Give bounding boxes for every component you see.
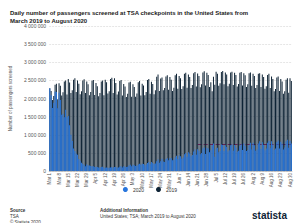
svg-text:2019: 2019: [166, 187, 177, 193]
svg-text:Daily number of passengers scr: Daily number of passengers screened at T…: [10, 10, 250, 16]
svg-text:Mar 29: Mar 29: [84, 173, 89, 188]
svg-text:2020: 2020: [133, 187, 144, 193]
svg-text:Mar 1: Mar 1: [47, 173, 52, 185]
svg-text:statista: statista: [252, 210, 287, 221]
svg-text:0: 0: [43, 168, 46, 174]
svg-text:Source: Source: [10, 208, 26, 213]
svg-text:Additional Information: Additional Information: [100, 208, 148, 213]
svg-text:May 24: May 24: [158, 173, 163, 188]
svg-text:2 500 000: 2 500 000: [24, 77, 46, 83]
svg-text:Aug 30: Aug 30: [288, 173, 293, 188]
svg-text:Apr 12: Apr 12: [103, 173, 108, 187]
svg-text:May 17: May 17: [149, 173, 154, 188]
svg-text:4 000 000: 4 000 000: [23, 23, 47, 29]
svg-text:Jun 14: Jun 14: [186, 173, 191, 187]
svg-text:Aug 2: Aug 2: [251, 173, 256, 185]
svg-text:Jun 28: Jun 28: [204, 173, 209, 187]
svg-text:3 000 000: 3 000 000: [24, 59, 46, 65]
svg-text:May 31: May 31: [167, 173, 172, 188]
svg-text:© Statista 2020: © Statista 2020: [10, 219, 41, 223]
svg-text:Jul 26: Jul 26: [241, 173, 246, 186]
svg-text:Jun 21: Jun 21: [195, 173, 200, 187]
svg-text:Jul 5: Jul 5: [214, 173, 219, 183]
svg-text:Apr 5: Apr 5: [93, 173, 98, 184]
svg-text:TSA: TSA: [10, 214, 19, 219]
svg-text:Apr 19: Apr 19: [112, 173, 117, 187]
svg-text:Aug 23: Aug 23: [278, 173, 283, 188]
svg-text:Number of passengers screened: Number of passengers screened: [8, 65, 13, 131]
svg-text:Aug 9: Aug 9: [260, 173, 265, 185]
svg-text:1 500 000: 1 500 000: [24, 114, 46, 120]
svg-text:United States; TSA; March 2019: United States; TSA; March 2019 to August…: [100, 214, 196, 219]
svg-text:Mar 22: Mar 22: [75, 173, 80, 188]
svg-text:May 10: May 10: [140, 173, 145, 188]
svg-text:1 000 000: 1 000 000: [24, 132, 46, 138]
svg-text:Apr 26: Apr 26: [121, 173, 126, 187]
svg-text:Mar 8: Mar 8: [57, 173, 62, 185]
svg-text:Aug 16: Aug 16: [269, 173, 274, 188]
svg-text:Jul 12: Jul 12: [223, 173, 228, 186]
svg-text:Mar 15: Mar 15: [66, 173, 71, 188]
svg-text:Jul 19: Jul 19: [232, 173, 237, 186]
svg-text:500 000: 500 000: [28, 150, 46, 156]
svg-text:2 000 000: 2 000 000: [24, 96, 46, 102]
svg-text:3 500 000: 3 500 000: [24, 41, 46, 47]
svg-text:Jun 7: Jun 7: [177, 173, 182, 185]
svg-text:May 3: May 3: [130, 173, 135, 186]
svg-text:March 2019 to August 2020: March 2019 to August 2020: [10, 18, 88, 24]
